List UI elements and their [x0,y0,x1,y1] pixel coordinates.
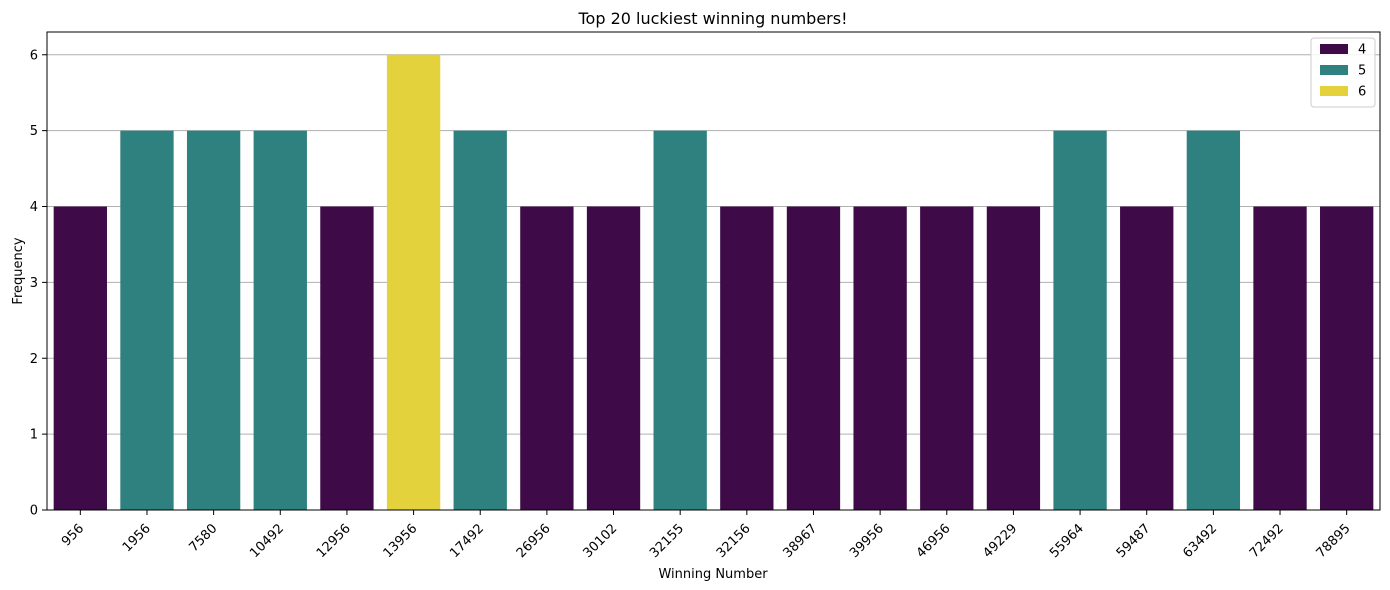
bar-7580 [186,130,241,510]
x-tick-label: 10492 [247,521,287,561]
bars [53,54,1374,511]
x-tick-label: 12956 [314,521,354,561]
bar-49229 [986,206,1041,510]
plot-frame [46,31,1381,511]
bar-32155 [653,130,707,510]
y-axis-label: Frequency [11,237,26,304]
x-tick-label: 46956 [914,521,954,561]
y-tick-label: 1 [30,428,38,443]
x-tick-label: 63492 [1180,521,1220,561]
y-tick-label: 0 [30,504,38,519]
gridlines [47,54,1380,435]
legend-label-6: 6 [1358,85,1366,100]
x-tick-label: 1956 [120,521,154,555]
x-tick-label: 49229 [980,521,1020,561]
x-tick-label: 17492 [447,521,487,561]
x-tick-label: 39956 [847,521,887,561]
x-tick-label: 32155 [647,521,687,561]
bar-55964 [1053,130,1107,510]
y-axis: 0 1 2 3 4 5 6 [30,48,47,519]
y-tick-label: 3 [30,276,38,291]
bar-63492 [1186,130,1241,510]
bar-38967 [786,206,841,510]
bar-10492 [253,130,307,510]
bar-46956 [920,206,974,510]
chart-title: Top 20 luckiest winning numbers! [578,9,848,28]
legend-label-4: 4 [1358,43,1366,58]
bar-13956 [386,54,441,511]
bar-32156 [720,206,774,510]
bar-17492 [453,130,507,510]
bar-59487 [1120,206,1174,510]
x-axis: 956 1956 7580 10492 12956 13956 17492 26956 3010… [59,510,1354,561]
x-tick-label: 55964 [1047,521,1087,561]
y-tick-label: 4 [30,200,38,215]
x-tick-label: 26956 [514,521,554,561]
legend-items: 4 5 6 [1320,43,1366,100]
legend-swatch-6 [1320,86,1348,96]
legend: 4 5 6 [1310,37,1376,108]
y-tick-label: 6 [30,48,38,63]
bar-39956 [853,206,907,510]
bar-30102 [586,206,641,510]
legend-swatch-5 [1320,65,1348,75]
x-tick-label: 7580 [186,521,220,555]
x-tick-label: 78895 [1314,521,1354,561]
x-tick-label: 59487 [1114,521,1154,561]
bar-78895 [1320,206,1374,510]
legend-swatch-4 [1320,44,1348,54]
x-tick-label: 72492 [1247,521,1287,561]
y-tick-label: 2 [30,352,38,367]
bar-956 [53,206,107,510]
x-tick-label: 38967 [780,521,820,561]
bar-72492 [1253,206,1307,510]
legend-label-5: 5 [1358,64,1366,79]
x-tick-label: 13956 [381,521,421,561]
bar-1956 [120,130,174,510]
x-tick-label: 30102 [581,521,621,561]
x-tick-label: 32156 [714,521,754,561]
bar-12956 [320,206,374,510]
x-axis-label: Winning Number [658,567,768,582]
x-tick-label: 956 [59,521,87,549]
bar-26956 [520,206,574,510]
y-tick-label: 5 [30,124,38,139]
